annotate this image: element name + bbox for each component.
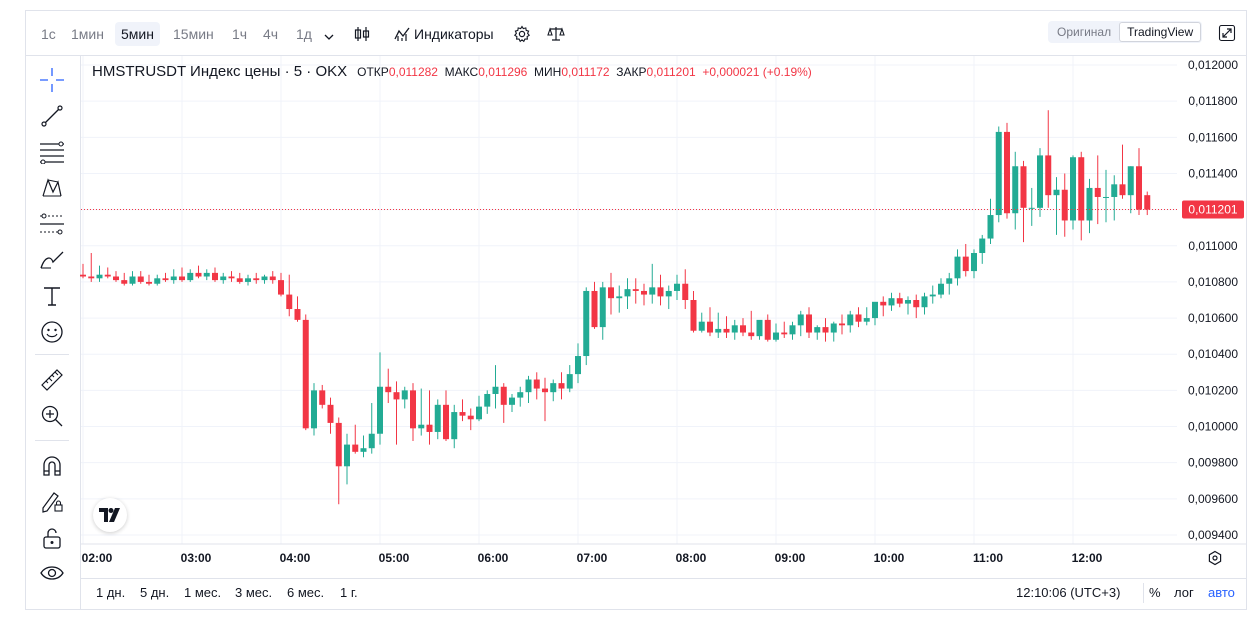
high-value: 0,011296	[478, 65, 528, 79]
drawing-toolbar	[25, 56, 81, 610]
auto-toggle[interactable]: авто	[1208, 585, 1235, 600]
chart-legend: HMSTRUSDT Индекс цены · 5 · OKX ОТКР0,01…	[92, 63, 812, 80]
fullscreen-icon[interactable]	[1218, 24, 1236, 47]
range-1m[interactable]: 1 мес.	[184, 585, 222, 600]
range-5d[interactable]: 5 дн.	[140, 585, 170, 600]
view-switch: Оригинал TradingView	[1048, 21, 1203, 43]
fib-retracement-icon[interactable]	[37, 137, 67, 167]
clock-timezone[interactable]: 12:10:06 (UTC+3)	[1016, 585, 1121, 600]
open-label: ОТКР	[357, 65, 389, 79]
eye-icon[interactable]	[37, 558, 67, 588]
indicators-button[interactable]: Индикаторы	[414, 26, 494, 42]
view-tradingview-button[interactable]: TradingView	[1119, 22, 1202, 42]
lock-icon[interactable]	[37, 523, 67, 553]
change-value: +0,000021 (+0.19%)	[702, 65, 812, 79]
sidebar-divider	[35, 440, 69, 441]
range-6m[interactable]: 6 мес.	[287, 585, 325, 600]
compare-scales-icon[interactable]	[547, 25, 565, 49]
range-1y[interactable]: 1 г.	[340, 585, 358, 600]
ruler-icon[interactable]	[37, 365, 67, 395]
log-toggle[interactable]: лог	[1174, 585, 1194, 600]
scale-settings-icon[interactable]	[1207, 550, 1223, 571]
lock-drawing-icon[interactable]	[37, 487, 67, 517]
bottom-toolbar: 1 дн. 5 дн. 1 мес. 3 мес. 6 мес. 1 г. 12…	[81, 578, 1247, 610]
zoom-in-icon[interactable]	[37, 401, 67, 431]
range-3m[interactable]: 3 мес.	[235, 585, 273, 600]
range-1d[interactable]: 1 дн.	[96, 585, 126, 600]
chevron-down-icon[interactable]	[323, 26, 335, 50]
view-original-button[interactable]: Оригинал	[1057, 25, 1112, 39]
brush-icon[interactable]	[37, 245, 67, 275]
timeframe-4h[interactable]: 4ч	[263, 26, 279, 42]
low-label: МИН	[534, 65, 562, 79]
prediction-icon[interactable]	[37, 209, 67, 239]
indicators-icon[interactable]	[394, 25, 410, 49]
crosshair-icon[interactable]	[37, 65, 67, 95]
top-toolbar: 1с 1мин 5мин 15мин 1ч 4ч 1д Индикаторы	[25, 10, 1247, 56]
text-icon[interactable]	[37, 281, 67, 311]
chart-widget-frame	[25, 10, 1247, 610]
close-label: ЗАКР	[616, 65, 647, 79]
pattern-icon[interactable]	[37, 173, 67, 203]
tradingview-logo-icon	[99, 508, 120, 522]
timeframe-1min[interactable]: 1мин	[71, 26, 104, 42]
trend-line-icon[interactable]	[37, 101, 67, 131]
tradingview-logo[interactable]	[93, 498, 127, 532]
bottom-divider	[1143, 583, 1144, 603]
timeframe-1s[interactable]: 1с	[41, 26, 56, 42]
timeframe-15min[interactable]: 15мин	[173, 26, 214, 42]
low-value: 0,011172	[561, 65, 610, 79]
close-value: 0,011201	[646, 65, 696, 79]
emoji-icon[interactable]	[37, 317, 67, 347]
sidebar-divider	[35, 354, 69, 355]
symbol-title[interactable]: HMSTRUSDT Индекс цены · 5 · OKX	[92, 63, 348, 80]
timeframe-1d[interactable]: 1д	[296, 26, 312, 42]
timeframe-1h[interactable]: 1ч	[232, 26, 248, 42]
candle-style-icon[interactable]	[353, 25, 371, 49]
magnet-icon[interactable]	[37, 451, 67, 481]
timeframe-5min[interactable]: 5мин	[115, 22, 160, 46]
percent-toggle[interactable]: %	[1149, 585, 1161, 600]
high-label: МАКС	[444, 65, 479, 79]
open-value: 0,011282	[388, 65, 438, 79]
gear-icon[interactable]	[513, 25, 531, 49]
